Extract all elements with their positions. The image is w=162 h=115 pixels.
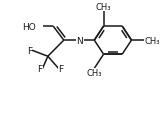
Text: F: F bbox=[58, 64, 64, 73]
Text: HO: HO bbox=[22, 22, 36, 31]
Text: N: N bbox=[76, 36, 83, 45]
Text: CH₃: CH₃ bbox=[96, 3, 111, 12]
Text: CH₃: CH₃ bbox=[145, 36, 160, 45]
Text: F: F bbox=[27, 46, 32, 55]
Text: CH₃: CH₃ bbox=[87, 69, 102, 78]
Text: F: F bbox=[37, 64, 43, 73]
